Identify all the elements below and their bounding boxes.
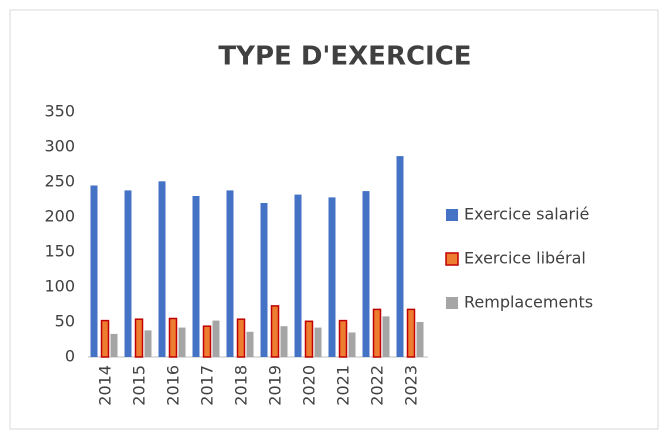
bar (416, 322, 424, 357)
y-tick-label: 50 (55, 312, 75, 331)
bar (260, 203, 268, 357)
legend-marker (445, 252, 459, 266)
bar (396, 156, 404, 357)
bar (270, 305, 280, 358)
y-tick-label: 250 (44, 172, 75, 191)
bar (372, 308, 382, 358)
x-tick-label: 2018 (232, 365, 251, 406)
legend-label: Exercice salarié (464, 205, 589, 224)
legend-label: Exercice libéral (464, 249, 586, 268)
y-tick-label: 300 (44, 137, 75, 156)
x-tick-label: 2020 (300, 365, 319, 406)
y-tick-label: 150 (44, 242, 75, 261)
bar (338, 319, 348, 358)
bar (294, 194, 302, 357)
bar (168, 317, 178, 358)
x-tick-label: 2015 (130, 365, 149, 406)
bar (246, 331, 254, 357)
bar (314, 327, 322, 357)
bar (178, 327, 186, 357)
y-tick-label: 200 (44, 207, 75, 226)
bar (236, 318, 246, 358)
bar (202, 325, 212, 358)
bar (328, 197, 336, 357)
chart-title: TYPE D'EXERCICE (218, 42, 471, 72)
bar (348, 332, 356, 357)
bar (212, 320, 220, 357)
bar (304, 320, 314, 358)
x-tick-label: 2023 (402, 365, 421, 406)
bar (110, 333, 118, 357)
x-tick-label: 2021 (334, 365, 353, 406)
bar (192, 196, 200, 357)
x-tick-label: 2016 (164, 365, 183, 406)
y-tick-label: 350 (44, 102, 75, 121)
x-tick-label: 2017 (198, 365, 217, 406)
x-tick-label: 2014 (96, 365, 115, 406)
bar (90, 185, 98, 357)
bar (158, 181, 166, 357)
legend-label: Remplacements (464, 293, 593, 312)
bar (124, 190, 132, 357)
x-tick-label: 2019 (266, 365, 285, 406)
bar (362, 191, 370, 357)
bar (134, 318, 144, 358)
bar (406, 308, 416, 358)
bar (100, 319, 110, 358)
legend-marker (446, 209, 458, 221)
bar (382, 316, 390, 357)
legend-marker (446, 297, 458, 309)
y-tick-label: 100 (44, 277, 75, 296)
bar (226, 190, 234, 357)
x-tick-label: 2022 (368, 365, 387, 406)
bar (280, 326, 288, 357)
bar (144, 330, 152, 357)
y-tick-label: 0 (65, 347, 75, 366)
